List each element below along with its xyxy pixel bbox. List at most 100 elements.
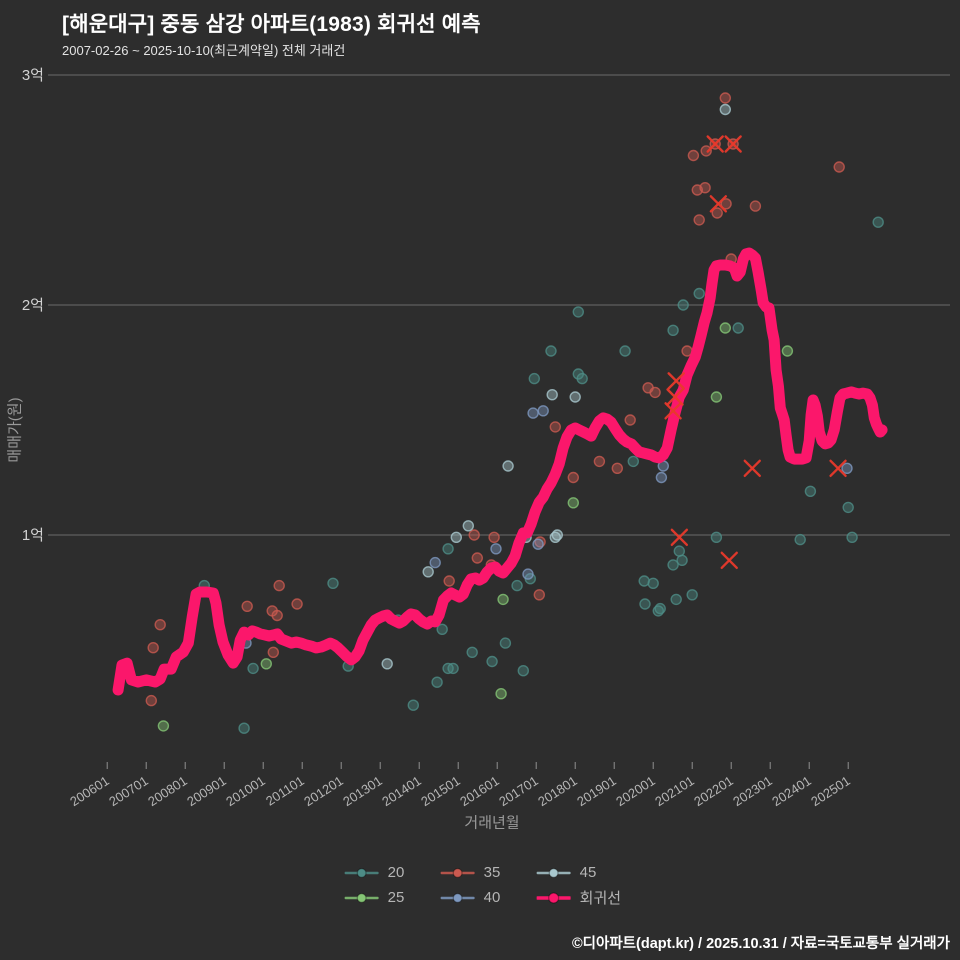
chart-title: [해운대구] 중동 삼강 아파트(1983) 회귀선 예측 [62,13,481,36]
scatter-point-35 [693,214,705,226]
legend-marker-icon [536,867,571,878]
scatter-point-25 [719,322,731,334]
scatter-point-35 [488,531,500,543]
x-tick-label: 202201 [691,773,736,809]
scatter-point-20 [545,345,557,357]
scatter-point-25 [495,688,507,700]
credit-footer: ©디아파트(dapt.kr) / 2025.10.31 / 자료=국토교통부 실… [571,936,950,952]
legend: 20 35 45 25 40 회귀선 [344,864,633,908]
x-tick-label: 200701 [106,773,151,809]
scatter-point-25 [497,593,509,606]
cancelled-x-marker [670,528,689,546]
cancelled-x-marker [664,402,682,420]
scatter-point-45 [546,389,558,401]
scatter-point-20 [677,299,689,311]
y-tick-label: 1억 [22,527,44,544]
x-tick-label: 201101 [263,773,307,809]
legend-marker-icon [440,892,475,903]
scatter-point-35 [720,198,732,210]
x-tick-label: 201301 [340,773,385,809]
legend-label: 20 [387,864,405,881]
scatter-point-20 [794,533,806,546]
scatter-point-20 [693,287,705,300]
scatter-point-35 [291,598,303,610]
legend-item-회귀선: 회귀선 [536,887,633,908]
scatter-point-20 [436,623,448,635]
scatter-point-20 [431,676,443,688]
scatter-point-35 [154,619,166,631]
y-tick-label: 3억 [22,67,44,84]
scatter-point-25 [710,391,723,403]
legend-marker-icon [440,867,475,878]
scatter-point-20 [576,372,588,385]
x-tick-label: 201801 [535,773,580,809]
scatter-point-20 [247,662,259,675]
x-tick-label: 201001 [223,773,268,809]
scatter-point-20 [667,559,679,571]
cancelled-x-marker [743,459,761,477]
scatter-point-45 [450,531,462,543]
scatter-point-35 [533,589,545,601]
scatter-point-20 [846,531,858,543]
scatter-point-35 [711,207,723,219]
scatter-point-45 [569,391,581,403]
x-tick-label: 201501 [418,773,463,809]
legend-label: 40 [483,889,501,906]
scatter-point-20 [327,577,339,589]
scatter-point-20 [842,501,854,514]
scatter-point-35 [267,646,279,658]
scatter-point-40 [841,462,853,474]
scatter-point-35 [468,529,480,541]
x-tick-label: 201701 [496,773,541,809]
scatter-point-25 [567,497,579,509]
x-tick-label: 202401 [769,773,814,809]
cancelled-x-marker [706,135,724,153]
scatter-point-20 [872,216,884,228]
scatter-point-20 [619,345,631,357]
x-tick-label: 202501 [808,773,853,809]
scatter-point-40 [522,568,534,580]
scatter-point-35 [471,552,483,564]
scatter-point-35 [549,421,561,433]
y-axis-title: 매매가(원) [6,397,24,463]
scatter-point-20 [466,646,478,658]
legend-marker-icon [344,867,379,878]
scatter-point-25 [157,720,170,732]
x-tick-label: 201901 [574,773,619,809]
scatter-point-35 [147,642,159,654]
legend-item-45: 45 [536,864,633,881]
scatter-point-35 [649,386,661,399]
x-tick-label: 200601 [67,773,112,809]
scatter-point-35 [624,414,636,426]
scatter-point-40 [537,405,549,417]
scatter-point-40 [429,556,441,569]
x-tick-label: 202001 [613,773,658,809]
x-tick-label: 201601 [457,773,502,809]
scatter-point-45 [381,658,393,670]
scatter-point-20 [486,655,498,668]
scatter-point-25 [781,345,794,357]
scatter-point-20 [732,322,744,334]
scatter-point-45 [719,103,731,116]
scatter-point-40 [532,538,544,550]
scatter-point-35 [443,575,455,587]
scatter-point-20 [407,699,419,711]
cancelled-x-marker [667,372,685,390]
x-tick-label: 200901 [184,773,229,809]
scatter-point-20 [528,372,540,385]
cancelled-x-marker [720,551,738,569]
scatter-point-20 [499,637,512,649]
regression-line [112,247,888,696]
scatter-point-35 [700,145,712,157]
scatter-point-35 [699,181,711,194]
legend-item-25: 25 [344,887,441,908]
x-tick-label: 201401 [379,773,424,809]
scatter-point-35 [719,92,731,104]
legend-marker-icon [536,891,571,904]
x-tick-label: 201201 [301,773,346,809]
cancelled-x-marker [724,135,742,153]
scatter-point-45 [422,566,434,578]
scatter-point-20 [447,662,459,675]
